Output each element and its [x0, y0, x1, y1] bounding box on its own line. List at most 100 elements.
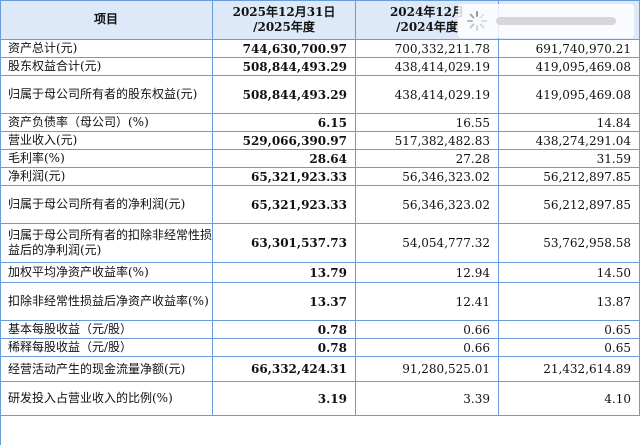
row-label-text: 稀释每股收益（元/股）: [8, 340, 133, 354]
value-2023-text: 0.65: [604, 340, 631, 355]
row-label: 资产总计(元): [0, 40, 213, 58]
watermark-bar: [496, 17, 616, 25]
value-2025-text: 65,321,923.33: [250, 197, 347, 212]
header-item: 项目: [0, 0, 213, 40]
value-2025-text: 66,332,424.31: [250, 362, 347, 376]
row-label-text: 加权平均净资产收益率(%): [8, 265, 149, 279]
value-2024-text: 12.41: [455, 294, 490, 309]
value-2025-text: 0.78: [317, 322, 347, 337]
value-2024-text: 91,280,525.01: [402, 362, 490, 376]
value-2023-text: 419,095,469.08: [535, 59, 631, 74]
value-2023-text: 4.10: [604, 391, 631, 406]
value-2024: 12.94: [356, 263, 499, 283]
value-2024: 438,414,029.19: [356, 76, 499, 114]
value-2024-text: 438,414,029.19: [394, 87, 490, 102]
loading-spinner-icon: [467, 11, 487, 31]
value-2025-text: 0.78: [317, 340, 347, 355]
value-2023-text: 56,212,897.85: [543, 169, 631, 184]
value-2024: 0.66: [356, 321, 499, 339]
row-label-text: 基本每股收益（元/股）: [8, 322, 133, 336]
header-col-2025: 2025年12月31日 /2025年度: [213, 0, 356, 40]
row-label: 归属于母公司所有者的净利润(元): [0, 186, 213, 224]
value-2023-text: 13.87: [596, 294, 631, 309]
value-2024-text: 56,346,323.02: [402, 169, 490, 184]
value-2023: 14.84: [499, 114, 640, 132]
value-2024: 56,346,323.02: [356, 186, 499, 224]
value-2024: 438,414,029.19: [356, 58, 499, 76]
value-2025: 28.64: [213, 150, 356, 168]
row-label-text: 毛利率(%): [8, 151, 65, 165]
value-2023-text: 419,095,469.08: [535, 87, 631, 102]
value-2023: 31.59: [499, 150, 640, 168]
row-label-text: 扣除非经常性损益后净资产收益率(%): [8, 294, 209, 308]
value-2023: 56,212,897.85: [499, 186, 640, 224]
row-label: 归属于母公司所有者的扣除非经常性损益后的净利润(元): [0, 224, 213, 263]
value-2025: 0.78: [213, 321, 356, 339]
value-2023-text: 0.65: [604, 322, 631, 337]
row-label-text: 归属于母公司所有者的扣除非经常性损益后的净利润(元): [8, 228, 213, 257]
value-2025: 66,332,424.31: [213, 357, 356, 382]
value-2025-text: 529,066,390.97: [242, 133, 347, 148]
row-label-text: 资产总计(元): [8, 41, 78, 55]
value-2025-text: 508,844,493.29: [242, 59, 347, 74]
row-label: 归属于母公司所有者的股东权益(元): [0, 76, 213, 114]
row-label-text: 归属于母公司所有者的股东权益(元): [8, 87, 198, 101]
value-2023: 53,762,958.58: [499, 224, 640, 263]
value-2025-text: 13.79: [309, 265, 347, 280]
value-2024-text: 438,414,029.19: [394, 59, 490, 74]
header-col-2024-line2: /2024年度: [396, 19, 458, 34]
value-2023: 14.50: [499, 263, 640, 283]
header-col-2025-line1: 2025年12月31日: [232, 4, 336, 19]
value-2023-text: 56,212,897.85: [543, 197, 631, 212]
header-col-2025-line2: /2025年度: [253, 19, 315, 34]
row-label: 研发投入占营业收入的比例(%): [0, 382, 213, 416]
value-2024: 54,054,777.32: [356, 224, 499, 263]
value-2025-text: 63,301,537.73: [250, 236, 347, 250]
value-2025: 744,630,700.97: [213, 40, 356, 58]
value-2025-text: 508,844,493.29: [242, 87, 347, 102]
value-2025-text: 13.37: [309, 294, 347, 309]
value-2025-text: 3.19: [317, 391, 347, 406]
row-label: 资产负债率（母公司）(%): [0, 114, 213, 132]
watermark-overlay: [458, 4, 634, 38]
value-2023-text: 438,274,291.04: [535, 133, 631, 148]
row-label-text: 净利润(元): [8, 169, 66, 183]
value-2023-text: 31.59: [596, 151, 631, 166]
value-2024-text: 0.66: [463, 340, 490, 355]
value-2023: 21,432,614.89: [499, 357, 640, 382]
value-2025: 65,321,923.33: [213, 186, 356, 224]
value-2024-text: 0.66: [463, 322, 490, 337]
value-2024-text: 54,054,777.32: [402, 236, 490, 250]
value-2025: 508,844,493.29: [213, 58, 356, 76]
value-2025-text: 65,321,923.33: [250, 169, 347, 184]
row-label: 加权平均净资产收益率(%): [0, 263, 213, 283]
value-2023-text: 14.84: [596, 115, 631, 130]
value-2024-text: 16.55: [455, 115, 490, 130]
row-label-text: 资产负债率（母公司）(%): [8, 115, 149, 129]
value-2025-text: 6.15: [317, 115, 347, 130]
row-label-text: 股东权益合计(元): [8, 59, 102, 73]
row-label: 基本每股收益（元/股）: [0, 321, 213, 339]
value-2024: 56,346,323.02: [356, 168, 499, 186]
value-2023-text: 691,740,970.21: [535, 41, 631, 56]
value-2023: 13.87: [499, 283, 640, 321]
value-2025: 6.15: [213, 114, 356, 132]
value-2023-text: 21,432,614.89: [543, 362, 631, 376]
value-2024-text: 700,332,211.78: [394, 41, 490, 56]
row-label: 经营活动产生的现金流量净额(元): [0, 357, 213, 382]
row-label: 净利润(元): [0, 168, 213, 186]
value-2025: 13.79: [213, 263, 356, 283]
value-2024: 27.28: [356, 150, 499, 168]
row-label: 营业收入(元): [0, 132, 213, 150]
value-2024-text: 12.94: [455, 265, 490, 280]
row-label: 毛利率(%): [0, 150, 213, 168]
value-2023-text: 14.50: [596, 265, 631, 280]
value-2023: 56,212,897.85: [499, 168, 640, 186]
value-2024-text: 517,382,482.83: [394, 133, 490, 148]
value-2024-text: 3.39: [463, 391, 490, 406]
value-2023: 4.10: [499, 382, 640, 416]
value-2023: 691,740,970.21: [499, 40, 640, 58]
value-2023-text: 53,762,958.58: [543, 236, 631, 250]
value-2023: 0.65: [499, 339, 640, 357]
